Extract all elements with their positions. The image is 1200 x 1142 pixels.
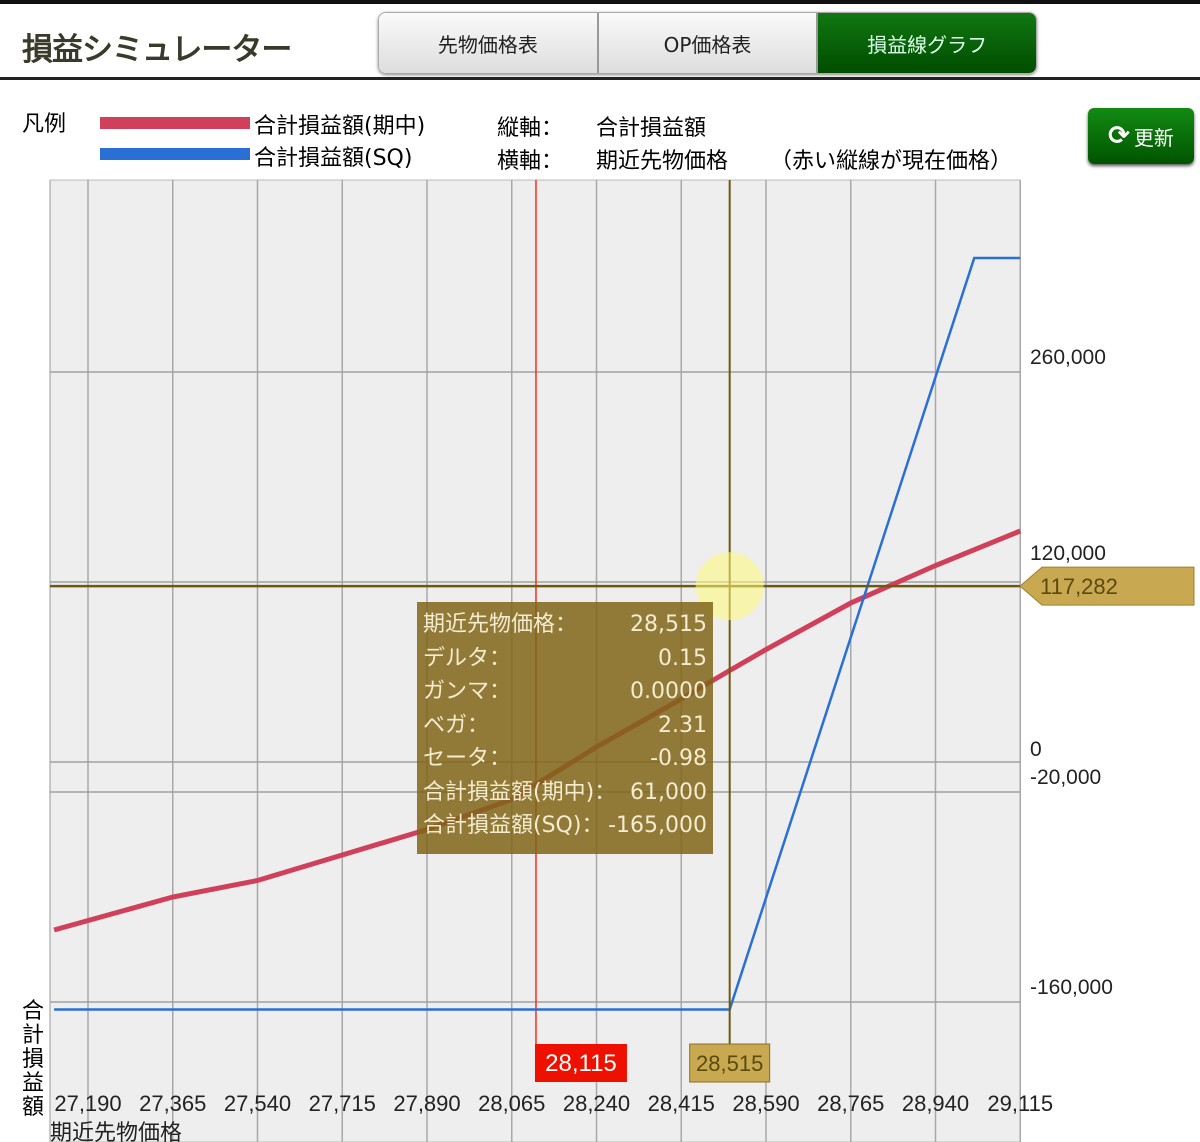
v-axis-value: 合計損益額 (596, 116, 707, 141)
refresh-label: 更新 (1133, 125, 1174, 150)
x-tick-label: 28,940 (902, 1091, 969, 1116)
v-axis-key: 縦軸： (497, 116, 564, 141)
tooltip-key: 期近先物価格： (423, 612, 578, 637)
tooltip-value: -0.98 (650, 746, 707, 771)
x-tick-label: 29,115 (987, 1091, 1053, 1116)
tooltip-row: ベガ： 2.31 (423, 709, 707, 743)
y-tick-label: 0 (1030, 738, 1042, 761)
divider (0, 77, 1200, 80)
legend-swatch-sq (100, 148, 250, 160)
tooltip-row: デルタ： 0.15 (423, 642, 707, 676)
crosshair-y-label: 117,282 (1040, 574, 1118, 599)
x-tick-label: 27,540 (224, 1091, 291, 1116)
x-tick-label: 27,190 (54, 1091, 121, 1116)
tooltip-key: ガンマ： (423, 679, 512, 704)
x-tick-label: 28,240 (563, 1091, 630, 1116)
tooltip-row: 合計損益額(期中)： 61,000 (423, 776, 707, 810)
page-title: 損益シミュレーター (22, 32, 292, 68)
h-axis-note: （赤い縦線が現在価格） (770, 149, 1013, 174)
current-price-badge (534, 1044, 627, 1082)
tooltip-key: 合計損益額(SQ)： (423, 813, 604, 838)
tab-futures-price[interactable]: 先物価格表 (379, 13, 599, 73)
y-axis-title: 合計損益額 (22, 999, 45, 1120)
tooltip-row: 期近先物価格： 28,515 (423, 608, 707, 642)
tooltip-key: 合計損益額(期中)： (423, 779, 617, 805)
tooltip-row: 合計損益額(SQ)： -165,000 (423, 809, 707, 843)
h-axis-value: 期近先物価格 (596, 149, 729, 174)
tab-op-price[interactable]: OP価格表 (598, 13, 819, 73)
tooltip-key: ベガ： (423, 712, 490, 738)
crosshair-x-badge (689, 1043, 771, 1083)
h-axis-key: 横軸： (497, 149, 564, 174)
top-border (0, 0, 1200, 4)
series-line-sq (54, 256, 1021, 1011)
tooltip-row: セータ： -0.98 (423, 742, 707, 776)
refresh-icon: ⟳ (1108, 121, 1130, 151)
crosshair-x-label: 28,515 (696, 1051, 763, 1076)
tooltip-value: 0.15 (658, 645, 707, 671)
tooltip-key: セータ： (423, 746, 512, 771)
tooltip-value: 2.31 (658, 712, 707, 738)
refresh-button[interactable]: ⟳ 更新 (1088, 108, 1194, 164)
x-tick-label: 28,590 (732, 1091, 799, 1116)
legend-swatch-midterm (100, 117, 250, 129)
crosshair-y-badge (1019, 566, 1195, 606)
tab-pl-graph[interactable]: 損益線グラフ (818, 13, 1036, 73)
x-axis-title: 期近先物価格 (50, 1121, 182, 1142)
tooltip-value: -165,000 (608, 813, 707, 838)
x-tick-label: 28,065 (478, 1091, 545, 1116)
y-tick-label: 120,000 (1030, 542, 1106, 565)
current-price-label: 28,115 (545, 1050, 617, 1077)
tooltip-key: デルタ： (423, 645, 512, 671)
tooltip-value: 28,515 (630, 612, 707, 637)
x-tick-label: 27,890 (393, 1091, 460, 1116)
x-tick-label: 28,765 (817, 1091, 884, 1116)
tooltip-value: 0.0000 (630, 679, 707, 704)
tooltip-row: ガンマ： 0.0000 (423, 675, 707, 709)
y-tick-label: -20,000 (1030, 766, 1101, 789)
tab-bar: 先物価格表 OP価格表 損益線グラフ (378, 12, 1037, 74)
tooltip: 期近先物価格： 28,515 デルタ： 0.15 ガンマ： 0.0000 ベガ： 2.31 セー… (417, 602, 713, 854)
legend-label: 凡例 (22, 112, 67, 137)
legend-item-midterm: 合計損益額(期中) (254, 114, 426, 139)
y-tick-label: 260,000 (1030, 346, 1106, 369)
tooltip-value: 61,000 (630, 779, 707, 805)
x-tick-label: 28,415 (648, 1091, 715, 1116)
legend-item-sq: 合計損益額(SQ) (254, 146, 413, 171)
x-tick-label: 27,715 (309, 1091, 376, 1116)
y-tick-label: -160,000 (1030, 976, 1113, 999)
x-tick-label: 27,365 (139, 1091, 206, 1116)
